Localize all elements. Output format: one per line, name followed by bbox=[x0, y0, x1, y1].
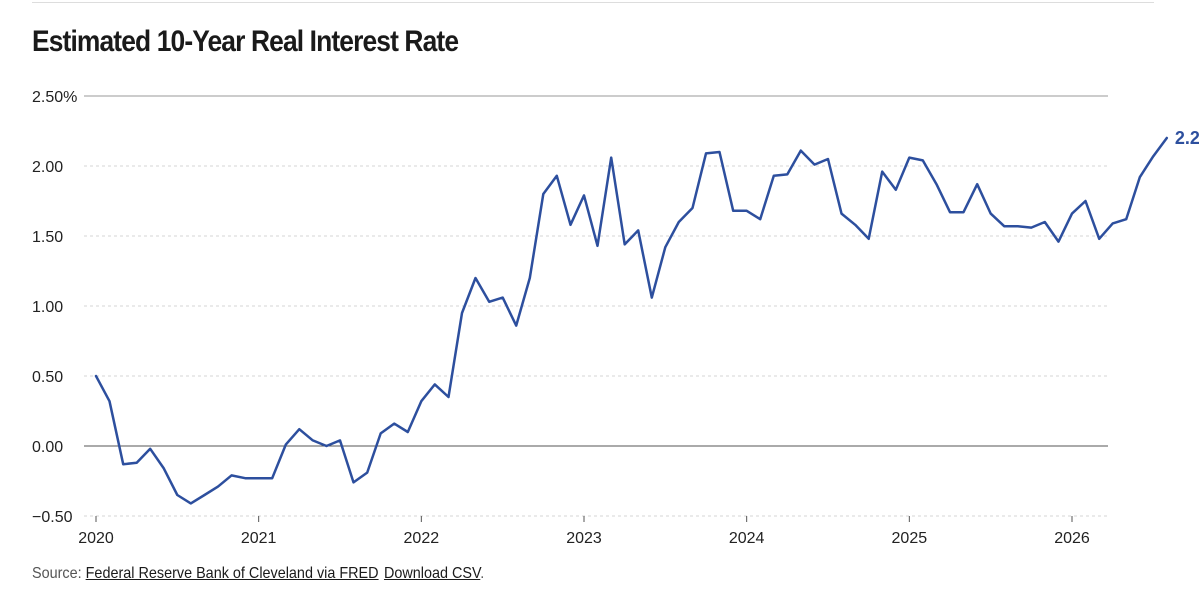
x-tick-label: 2022 bbox=[404, 530, 440, 547]
top-divider bbox=[32, 2, 1154, 3]
y-tick-label: 2.00 bbox=[32, 159, 63, 176]
y-tick-label: −0.50 bbox=[32, 509, 73, 526]
y-tick-label: 0.50 bbox=[32, 369, 63, 386]
line-chart: −0.50 0.00 0.50 1.00 1.50 2.00 2.50% 2020 2021 20… bbox=[32, 89, 1199, 547]
source-suffix: . bbox=[480, 565, 485, 582]
download-csv-link[interactable]: Download CSV bbox=[383, 565, 481, 582]
y-tick-label: 0.00 bbox=[32, 439, 63, 456]
y-tick-label: 1.50 bbox=[32, 229, 63, 246]
source-prefix: Source: bbox=[32, 565, 82, 582]
x-tick-label: 2025 bbox=[892, 530, 928, 547]
y-tick-label: 2.50% bbox=[32, 89, 77, 106]
x-tick-label: 2021 bbox=[241, 530, 277, 547]
x-tick-label: 2024 bbox=[729, 530, 765, 547]
x-tick-label: 2020 bbox=[78, 530, 114, 547]
source-link[interactable]: Federal Reserve Bank of Cleveland via FR… bbox=[85, 565, 379, 582]
x-tick-label: 2026 bbox=[1054, 530, 1090, 547]
series-line bbox=[94, 136, 1169, 505]
chart-title: Estimated 10-Year Real Interest Rate bbox=[32, 25, 459, 58]
y-tick-label: 1.00 bbox=[32, 299, 63, 316]
end-value-label: 2.20% bbox=[1175, 128, 1199, 148]
x-tick-label: 2023 bbox=[566, 530, 602, 547]
source-line: Source: Federal Reserve Bank of Clevelan… bbox=[32, 565, 484, 583]
